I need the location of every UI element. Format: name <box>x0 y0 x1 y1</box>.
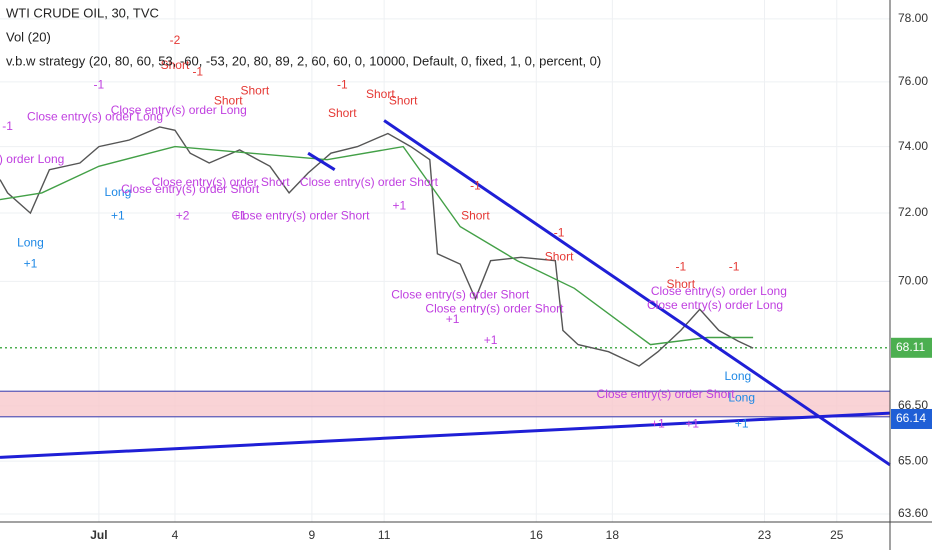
y-tick-label: 66.50 <box>898 398 928 412</box>
signal-label: Short <box>389 93 418 107</box>
signal-label: +1 <box>446 312 460 326</box>
y-tick-label: 70.00 <box>898 274 928 288</box>
signal-label: Long <box>17 236 44 250</box>
signal-label: Close entry(s) order Short <box>425 301 564 315</box>
signal-label: -1 <box>729 260 740 274</box>
signal-label: Close entry(s) order Long <box>27 109 163 123</box>
price-label: 66.14 <box>896 411 926 425</box>
price-series <box>0 145 754 346</box>
x-tick-label: 25 <box>830 528 844 542</box>
signal-label: -1 <box>337 77 348 91</box>
signal-label: +1 <box>111 209 125 223</box>
signal-label: Close entry(s) order Long <box>651 284 787 298</box>
y-tick-label: 74.00 <box>898 139 928 153</box>
y-tick-label: 72.00 <box>898 205 928 219</box>
signal-label: Short <box>328 106 357 120</box>
signal-label: +1 <box>393 199 407 213</box>
signal-label: Close entry(s) order Long <box>647 298 783 312</box>
signal-label: Short <box>214 93 243 107</box>
y-tick-label: 65.00 <box>898 453 928 467</box>
signal-label: Short <box>366 87 395 101</box>
signal-label: Close entry(s) order Short <box>391 287 530 301</box>
signal-label: Long <box>725 369 752 383</box>
signal-label: +1 <box>484 333 498 347</box>
x-tick-label: 11 <box>378 528 391 542</box>
y-tick-label: 63.60 <box>898 506 928 520</box>
signal-label: Close entry(s) order Short <box>300 175 439 189</box>
chart-title: WTI CRUDE OIL, 30, TVC <box>6 5 159 20</box>
signal-label: Close entry(s) order Short <box>121 182 260 196</box>
trend-line <box>383 119 891 467</box>
signal-label: Short <box>240 84 269 98</box>
price-label-box <box>891 408 932 429</box>
signal-label: Short <box>666 277 695 291</box>
signal-label: (s) order Long <box>0 152 64 166</box>
indicator-label: Vol (20) <box>6 29 51 44</box>
signal-label: -1 <box>675 260 686 274</box>
signal-label: Close entry(s) order Long <box>111 103 247 117</box>
x-tick-label: 16 <box>530 528 544 542</box>
signal-label: -1 <box>470 178 481 192</box>
signal-label: -1 <box>192 65 203 79</box>
signal-label: Long <box>105 185 132 199</box>
signal-label: -2 <box>170 33 181 47</box>
zone <box>0 391 890 417</box>
signal-label: Close entry(s) order Short <box>231 209 370 223</box>
signal-label: +1 <box>685 416 699 430</box>
x-tick-label: Jul <box>90 528 107 542</box>
x-tick-label: 23 <box>758 528 772 542</box>
signal-label: +1 <box>233 209 247 223</box>
price-label-box <box>891 337 932 358</box>
y-tick-label: 76.00 <box>898 74 928 88</box>
signal-label: Short <box>545 249 574 263</box>
y-tick-label: 78.00 <box>898 11 928 25</box>
signal-label: +1 <box>24 256 38 270</box>
x-tick-label: 4 <box>172 528 179 542</box>
signal-label: Short <box>461 209 490 223</box>
signal-label: +1 <box>735 416 749 430</box>
indicator-label: v.b.w strategy (20, 80, 60, 53, -60, -53… <box>6 53 601 68</box>
price-series <box>0 126 754 367</box>
signal-label: Close entry(s) order Short <box>597 387 736 401</box>
signal-label: -1 <box>94 77 105 91</box>
trend-line <box>307 151 336 171</box>
signal-label: +2 <box>176 209 190 223</box>
signal-label: +1 <box>651 416 665 430</box>
signal-label: -1 <box>554 226 565 240</box>
signal-label: Long <box>728 391 755 405</box>
signal-label: Short <box>161 58 190 72</box>
signal-label: -1 <box>2 119 13 133</box>
price-label: 68.11 <box>896 340 925 354</box>
trend-line <box>0 411 891 459</box>
x-tick-label: 18 <box>606 528 620 542</box>
x-tick-label: 9 <box>309 528 316 542</box>
signal-label: Close entry(s) order Short <box>152 175 291 189</box>
